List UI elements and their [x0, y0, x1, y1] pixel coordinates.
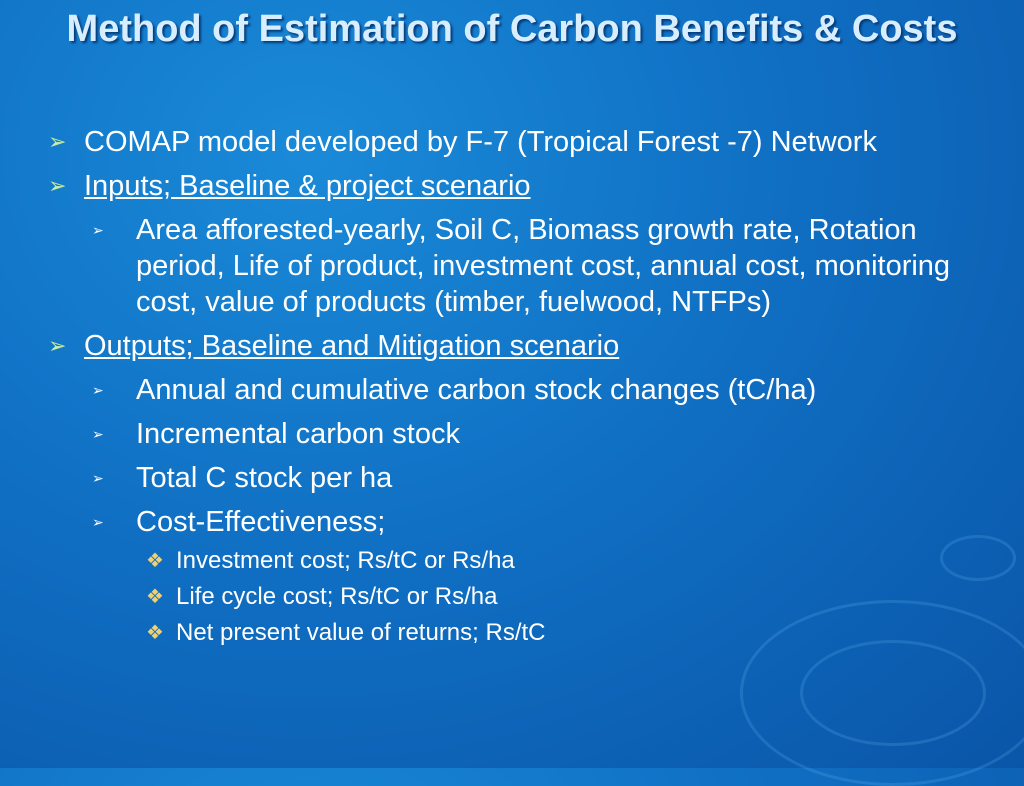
bullet-icon: ➢ [92, 222, 104, 238]
bullet-icon: ➢ [48, 129, 67, 154]
ripple [800, 640, 986, 746]
bullet-item: ➢ Area afforested-yearly, Soil C, Biomass… [92, 212, 988, 320]
bullet-text: Area afforested-yearly, Soil C, Biomass … [136, 214, 951, 318]
bullet-item: ➢ Inputs; Baseline & project scenario ➢ Are… [48, 168, 988, 320]
bullet-text: Incremental carbon stock [136, 418, 460, 450]
bullet-icon: ➢ [48, 173, 67, 198]
bullet-icon: ➢ [92, 426, 104, 442]
bullet-icon: ➢ [92, 470, 104, 486]
sub-list: ❖ Investment cost; Rs/tC or Rs/ha ❖ Life cy… [136, 546, 988, 648]
bullet-text: Outputs; Baseline and Mitigation scenari… [84, 330, 620, 362]
bullet-item: ➢ Outputs; Baseline and Mitigation scenar… [48, 328, 988, 648]
bullet-text: COMAP model developed by F-7 (Tropical F… [84, 126, 877, 158]
bullet-list: ➢ COMAP model developed by F-7 (Tropical … [48, 124, 988, 656]
bullet-item: ➢ Cost-Effectiveness; ❖ Investment cost; Rs… [92, 504, 988, 648]
bullet-text: Net present value of returns; Rs/tC [176, 619, 546, 646]
sub-list: ➢ Area afforested-yearly, Soil C, Biomass… [84, 212, 988, 320]
sub-list: ➢ Annual and cumulative carbon stock chan… [84, 372, 988, 648]
bullet-item: ➢ Annual and cumulative carbon stock chan… [92, 372, 988, 408]
bullet-text: Life cycle cost; Rs/tC or Rs/ha [176, 583, 498, 610]
bullet-text: Annual and cumulative carbon stock chang… [136, 374, 817, 406]
bullet-item: ➢ Incremental carbon stock [92, 416, 988, 452]
ripple [940, 535, 1016, 581]
bullet-item: ❖ Investment cost; Rs/tC or Rs/ha [146, 546, 988, 576]
bullet-item: ➢ Total C stock per ha [92, 460, 988, 496]
bullet-text: Cost-Effectiveness; [136, 506, 386, 538]
bullet-text: Total C stock per ha [136, 462, 393, 494]
bullet-icon: ➢ [92, 514, 104, 530]
bullet-icon: ❖ [146, 550, 164, 572]
bullet-item: ➢ COMAP model developed by F-7 (Tropical … [48, 124, 988, 160]
bullet-item: ❖ Life cycle cost; Rs/tC or Rs/ha [146, 582, 988, 612]
title: Method of Estimation of Carbon Benefits … [66, 8, 958, 50]
bullet-item: ❖ Net present value of returns; Rs/tC [146, 618, 988, 648]
bullet-icon: ❖ [146, 586, 164, 608]
bullet-icon: ➢ [92, 382, 104, 398]
bullet-icon: ➢ [48, 333, 67, 358]
bullet-text: Investment cost; Rs/tC or Rs/ha [176, 547, 515, 574]
bullet-icon: ❖ [146, 622, 164, 644]
bullet-text: Inputs; Baseline & project scenario [84, 170, 531, 202]
